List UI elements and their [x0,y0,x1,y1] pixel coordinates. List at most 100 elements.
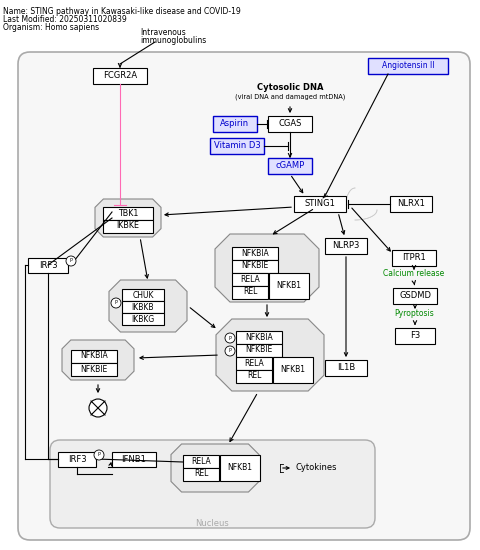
Polygon shape [62,340,134,380]
Text: Intravenous: Intravenous [140,28,186,37]
FancyBboxPatch shape [236,344,282,357]
FancyBboxPatch shape [103,220,153,233]
FancyBboxPatch shape [393,288,437,304]
Text: P: P [70,258,72,263]
FancyBboxPatch shape [236,357,272,370]
Text: NFKBIE: NFKBIE [80,365,108,373]
Text: NFKBIA: NFKBIA [80,351,108,360]
Text: TBK1: TBK1 [118,208,138,217]
Text: Nucleus: Nucleus [195,520,229,529]
Text: NLRP3: NLRP3 [332,241,360,250]
FancyBboxPatch shape [213,116,257,132]
FancyBboxPatch shape [183,455,219,468]
Text: NFKB1: NFKB1 [228,464,252,472]
FancyBboxPatch shape [395,328,435,344]
Text: NFKB1: NFKB1 [276,282,301,290]
FancyBboxPatch shape [93,68,147,84]
Text: P: P [228,336,231,340]
FancyBboxPatch shape [103,207,153,220]
Text: REL: REL [194,470,208,478]
Circle shape [225,346,235,356]
Text: RELA: RELA [240,274,260,283]
Text: REL: REL [247,371,261,381]
Circle shape [225,333,235,343]
FancyBboxPatch shape [232,247,278,260]
Text: (viral DNA and damaged mtDNA): (viral DNA and damaged mtDNA) [235,94,345,100]
FancyBboxPatch shape [236,370,272,383]
FancyBboxPatch shape [112,452,156,467]
FancyBboxPatch shape [183,468,219,481]
FancyBboxPatch shape [71,363,117,376]
Polygon shape [171,444,259,492]
Text: IRF3: IRF3 [68,454,86,464]
Text: Cytosolic DNA: Cytosolic DNA [257,84,323,92]
FancyBboxPatch shape [232,286,268,299]
FancyBboxPatch shape [58,452,96,467]
Text: NFKBIA: NFKBIA [245,333,273,342]
Circle shape [89,399,107,417]
Text: NFKBIE: NFKBIE [241,261,269,271]
Polygon shape [216,319,324,391]
Text: P: P [228,349,231,354]
Text: F3: F3 [410,332,420,340]
Circle shape [111,298,121,308]
FancyBboxPatch shape [71,350,117,363]
Text: CHUK: CHUK [132,290,154,300]
Polygon shape [95,199,161,237]
FancyBboxPatch shape [18,52,470,540]
Text: NFKB1: NFKB1 [280,366,305,375]
Text: NLRX1: NLRX1 [397,200,425,208]
Text: IKBKE: IKBKE [117,222,140,230]
FancyBboxPatch shape [392,250,436,266]
Text: Cytokines: Cytokines [295,464,336,472]
Text: cGAMP: cGAMP [276,162,305,170]
FancyBboxPatch shape [269,273,309,299]
FancyBboxPatch shape [390,196,432,212]
FancyBboxPatch shape [232,273,268,286]
Text: STING1: STING1 [305,200,336,208]
FancyBboxPatch shape [268,116,312,132]
FancyBboxPatch shape [122,301,164,313]
FancyBboxPatch shape [50,440,375,528]
FancyBboxPatch shape [368,58,448,74]
Text: Organism: Homo sapiens: Organism: Homo sapiens [3,23,99,32]
Text: IKBKG: IKBKG [132,315,155,323]
Text: CGAS: CGAS [278,119,302,129]
Polygon shape [109,280,187,332]
Text: Last Modified: 20250311020839: Last Modified: 20250311020839 [3,15,127,24]
Text: Name: STING pathway in Kawasaki-like disease and COVID-19: Name: STING pathway in Kawasaki-like dis… [3,7,241,16]
FancyBboxPatch shape [273,357,313,383]
FancyBboxPatch shape [325,238,367,254]
FancyBboxPatch shape [232,260,278,273]
Text: Vitamin D3: Vitamin D3 [214,141,260,151]
FancyBboxPatch shape [236,331,282,344]
Text: IKBKB: IKBKB [132,302,154,311]
FancyBboxPatch shape [268,158,312,174]
Text: RELA: RELA [191,456,211,465]
Text: FCGR2A: FCGR2A [103,72,137,80]
Text: REL: REL [243,288,257,296]
FancyBboxPatch shape [28,258,68,273]
Text: NFKBIA: NFKBIA [241,249,269,257]
FancyBboxPatch shape [122,289,164,301]
FancyBboxPatch shape [220,455,260,481]
Text: NFKBIE: NFKBIE [245,345,273,355]
FancyBboxPatch shape [294,196,346,212]
Text: IRF3: IRF3 [39,261,57,270]
FancyBboxPatch shape [210,138,264,154]
Text: Angiotensin II: Angiotensin II [382,62,434,70]
FancyBboxPatch shape [325,360,367,376]
Text: immunoglobulins: immunoglobulins [140,36,206,45]
Circle shape [94,450,104,460]
Text: P: P [97,453,100,458]
Polygon shape [215,234,319,302]
Text: ITPR1: ITPR1 [402,254,426,262]
FancyBboxPatch shape [122,313,164,325]
Text: IFNB1: IFNB1 [121,454,146,464]
Circle shape [66,256,76,266]
Text: RELA: RELA [244,359,264,367]
Text: Calcium release: Calcium release [384,270,444,278]
Text: IL1B: IL1B [337,364,355,372]
Text: Pyroptosis: Pyroptosis [394,309,434,317]
Text: P: P [115,300,118,305]
